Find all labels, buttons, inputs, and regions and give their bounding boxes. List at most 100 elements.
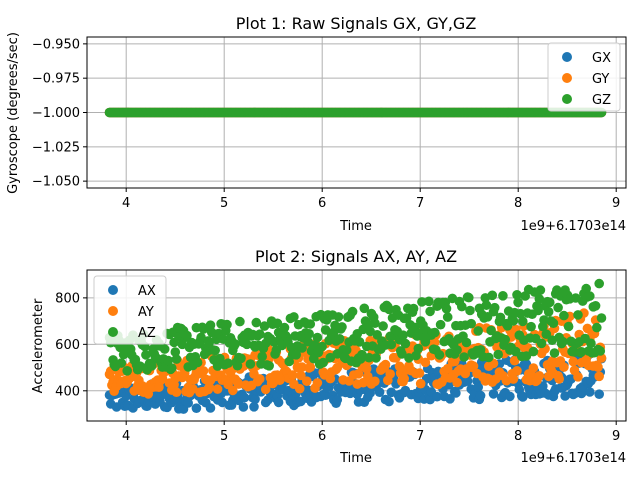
x-tick-label: 4 <box>122 429 130 444</box>
legend-marker-gz <box>562 94 572 104</box>
data-point-az <box>541 329 552 340</box>
data-point-az <box>548 318 559 329</box>
data-point-az <box>272 318 283 329</box>
data-point-az <box>515 308 526 319</box>
data-point-ax <box>239 392 250 403</box>
data-point-az <box>122 366 132 376</box>
data-point-ay <box>594 371 604 382</box>
legend-label-gy: GY <box>592 72 609 87</box>
data-point-az <box>513 297 523 308</box>
data-point-az <box>304 329 314 339</box>
plot-1-xlabel: Time <box>339 219 372 234</box>
data-point-az <box>371 353 381 363</box>
data-point-ax <box>183 398 193 408</box>
data-point-ax <box>250 394 260 405</box>
data-point-az <box>167 363 177 373</box>
data-point-ay <box>287 370 298 380</box>
data-point-ay <box>294 383 305 394</box>
data-point-az <box>318 357 329 368</box>
data-point-az <box>232 360 243 371</box>
y-tick-label: 600 <box>55 338 80 353</box>
data-point-ay <box>260 384 271 395</box>
data-point-ay <box>452 377 462 388</box>
data-point-ay <box>143 389 154 399</box>
data-point-az <box>259 321 270 331</box>
data-point-az <box>461 337 472 348</box>
data-point-az <box>441 303 452 314</box>
y-tick-label: −0.975 <box>32 72 80 87</box>
plot-2-frame <box>86 269 627 422</box>
data-point-ay <box>212 384 223 394</box>
plot-2-ticks: 4 5 6 7 8 9 400 600 800 <box>55 291 620 444</box>
data-point-az <box>526 321 536 332</box>
data-point-az <box>291 350 302 360</box>
plot-2-ylabel: Accelerometer <box>31 298 46 393</box>
plot-2-offset-label: 1e9+6.1703e14 <box>521 451 626 466</box>
data-point-az <box>386 339 397 350</box>
data-point-ay <box>573 372 583 382</box>
legend-label-gz: GZ <box>592 93 611 108</box>
data-point-ax <box>505 391 515 402</box>
data-point-az <box>534 294 545 304</box>
data-point-az <box>325 352 336 363</box>
data-point-az <box>147 361 157 371</box>
data-point-az <box>533 305 543 316</box>
data-point-ay <box>508 374 519 384</box>
data-point-ay <box>414 368 425 378</box>
data-point-az <box>495 312 506 323</box>
data-point-ax <box>365 388 376 398</box>
data-point-az <box>595 346 606 356</box>
data-point-az <box>230 339 240 349</box>
data-point-az <box>141 350 151 360</box>
data-point-az <box>242 339 252 350</box>
data-point-az <box>590 301 601 311</box>
data-point-az <box>354 337 365 347</box>
data-point-az <box>508 316 519 326</box>
x-tick-label: 6 <box>318 429 326 444</box>
data-point-az <box>425 306 435 317</box>
data-point-az <box>341 345 352 355</box>
data-point-az <box>347 306 358 317</box>
data-point-ay <box>442 363 453 374</box>
data-point-az <box>553 302 563 313</box>
data-point-az <box>370 318 380 329</box>
plot-2-points <box>104 278 607 414</box>
data-point-ax <box>521 359 532 369</box>
data-point-az <box>170 347 181 357</box>
legend-label-gx: GX <box>592 51 611 66</box>
data-point-ay <box>415 378 426 389</box>
data-point-ax <box>205 403 216 413</box>
data-point-az <box>576 347 587 357</box>
data-point-az <box>434 350 445 360</box>
data-point-ay <box>568 356 579 367</box>
legend-label-ax: AX <box>138 284 156 299</box>
data-point-az <box>192 357 203 368</box>
x-tick-label: 6 <box>318 196 326 211</box>
data-point-az <box>457 301 467 312</box>
data-point-ay <box>312 378 323 388</box>
data-point-az <box>317 341 327 352</box>
data-point-az <box>245 359 256 369</box>
data-point-az <box>364 352 374 363</box>
legend-marker-gx <box>562 52 572 62</box>
data-point-ay <box>296 370 306 381</box>
x-tick-label: 7 <box>416 196 424 211</box>
data-point-az <box>305 319 316 329</box>
data-point-az <box>543 307 554 317</box>
data-point-ay <box>420 357 431 368</box>
x-tick-label: 8 <box>514 196 522 211</box>
data-point-az <box>378 321 388 331</box>
data-point-ax <box>191 403 202 414</box>
data-point-ax <box>432 391 442 402</box>
plot-1-ylabel: Gyroscope (degrees/sec) <box>6 32 21 194</box>
data-point-az <box>222 319 232 330</box>
data-point-az <box>521 351 532 361</box>
data-point-az <box>334 334 345 344</box>
data-point-az <box>518 316 528 327</box>
data-point-az <box>251 317 262 328</box>
data-point-az <box>408 303 419 314</box>
plot-1-offset-label: 1e9+6.1703e14 <box>521 219 626 234</box>
data-point-ay <box>254 374 265 384</box>
y-tick-label: −1.050 <box>32 175 80 190</box>
